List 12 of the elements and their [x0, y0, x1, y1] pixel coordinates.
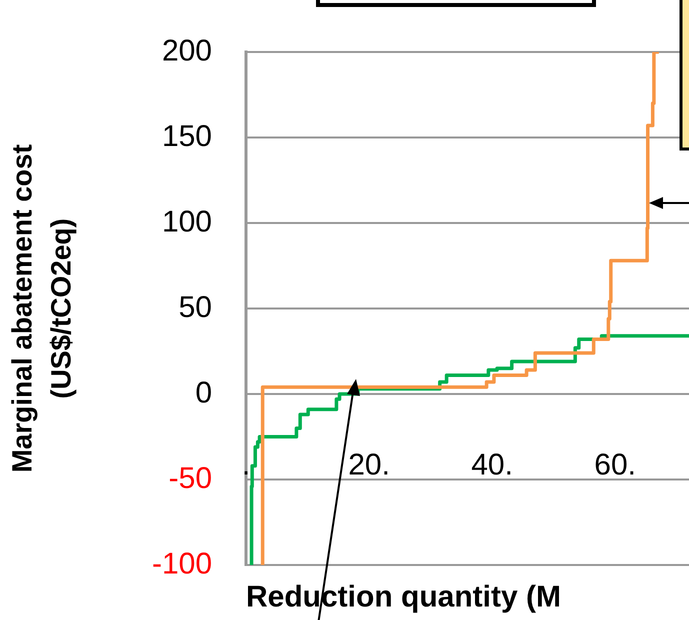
y-tick-label: 0 [195, 376, 212, 410]
y-tick-label: 100 [162, 205, 212, 238]
y-tick-label: 50 [178, 290, 212, 324]
y-axis-title: Marginal abatement cost (US$/tCO2eq) [6, 144, 77, 473]
x-tick-label: 40. [471, 448, 513, 482]
y-tick-label: 150 [162, 120, 212, 153]
x-tick-label: 20. [348, 448, 390, 482]
y-tick-label: -50 [168, 462, 212, 495]
y-tick-label: 200 [162, 34, 212, 68]
x-tick-label: 60. [594, 448, 636, 482]
y-tick-label: -100 [152, 547, 212, 580]
x-tick-label: . [242, 448, 250, 482]
